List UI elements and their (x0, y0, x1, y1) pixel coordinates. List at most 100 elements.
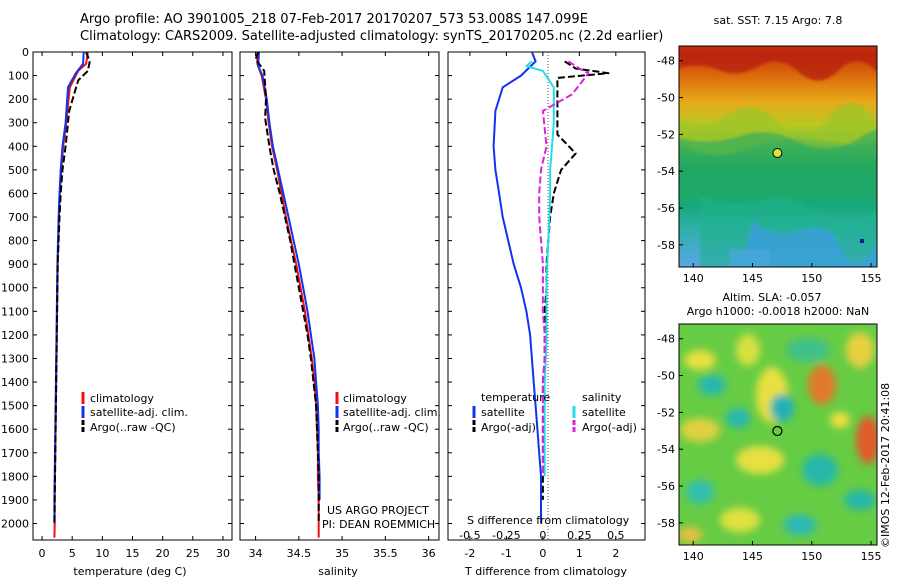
sla-map-axes: 140 145 150 155 -48 -50 -52 -54 -56 -58 (657, 333, 882, 563)
sst-map-axes: 140 145 150 155 -48 -50 -52 -54 -56 -58 (657, 55, 882, 285)
sla-map-frame (678, 323, 878, 546)
depth-tick-label: 1900 (1, 494, 29, 507)
s-difference-tick-label: 0.5 (607, 529, 625, 542)
x-tick-label: 34 (249, 547, 263, 560)
s-difference-tick-label: 0.25 (567, 529, 592, 542)
latitude-tick-label: -50 (657, 370, 675, 383)
depth-axis: 0 100 200 300 400 500 600 700 800 900 1000 1100 1200… (1, 46, 232, 530)
t-difference-label: T difference from climatology (464, 565, 627, 578)
s-difference-tick-label: -0.25 (492, 529, 520, 542)
depth-tick-label: 800 (8, 235, 29, 248)
argo-location-marker (772, 148, 783, 158)
depth-tick-label: 1200 (1, 329, 29, 342)
x-tick-label: 15 (126, 547, 140, 560)
sst-map-frame (678, 45, 878, 268)
latitude-tick-label: -54 (657, 443, 675, 456)
sst-map-panel: sat. SST: 7.15 Argo: 7.8 140 145 150 155 -48… (657, 14, 882, 285)
legend-label-climatology: climatology (90, 392, 154, 405)
salinity-legend: climatology satellite-adj. clim. Argo(..… (335, 392, 441, 434)
latitude-tick-label: -48 (657, 333, 675, 346)
depth-tick-label: 1500 (1, 400, 29, 413)
depth-tick-label: 200 (8, 93, 29, 106)
pi-annotation: PI: DEAN ROEMMICH (322, 518, 435, 531)
latitude-tick-label: -58 (657, 239, 675, 252)
temperature-axis-label: temperature (deg C) (73, 565, 186, 578)
x-tick-label: 5 (69, 547, 76, 560)
difference-legend: temperature satellite Argo(-adj) salinit… (472, 391, 637, 434)
latitude-tick-label: -54 (657, 165, 675, 178)
latitude-tick-label: -56 (657, 480, 675, 493)
s-difference-axis: -0.5 -0.25 0 0.25 0.5 (459, 529, 624, 542)
temperature-x-axis: 0 5 10 15 20 25 30 (39, 52, 230, 560)
imos-credit: ©IMOS 12-Feb-2017 20:41:08 (879, 383, 892, 548)
depth-tick-label: 100 (8, 70, 29, 83)
sla-map-title: Altim. SLA: -0.057 (722, 291, 821, 304)
difference-depth-ticks (448, 51, 645, 524)
salinity-depth-ticks (240, 51, 439, 524)
depth-tick-label: 700 (8, 211, 29, 224)
depth-tick-label: 900 (8, 258, 29, 271)
figure-title-line2: Climatology: CARS2009. Satellite-adjuste… (80, 29, 664, 44)
longitude-tick-label: 150 (801, 550, 822, 563)
series-line-satellite-adj-clim- (257, 51, 321, 500)
longitude-tick-label: 140 (683, 272, 704, 285)
s-difference-tick-label: 0 (539, 529, 546, 542)
depth-tick-label: 0 (22, 46, 29, 59)
latitude-tick-label: -50 (657, 92, 675, 105)
series-line-argo-adj- (538, 60, 590, 477)
depth-tick-label: 1300 (1, 352, 29, 365)
latitude-tick-label: -52 (657, 406, 675, 419)
latitude-tick-label: -52 (657, 128, 675, 141)
sst-map-title: sat. SST: 7.15 Argo: 7.8 (714, 14, 843, 27)
x-tick-label: 35 (335, 547, 349, 560)
temperature-axes-frame (32, 51, 233, 541)
difference-axes-frame (447, 51, 646, 541)
x-tick-label: 30 (216, 547, 230, 560)
figure-title-line1: Argo profile: AO 3901005_218 07-Feb-2017… (80, 12, 588, 27)
longitude-tick-label: 155 (861, 550, 882, 563)
series-line-satellite-adj-clim- (53, 51, 85, 524)
x-tick-label: 20 (156, 547, 170, 560)
x-tick-label: -2 (464, 547, 475, 560)
x-tick-label: 36 (422, 547, 436, 560)
depth-tick-label: 1100 (1, 305, 29, 318)
s-difference-label: S difference from climatology (467, 514, 630, 527)
legend-label-satellite: satellite-adj. clim. (343, 406, 441, 419)
x-tick-label: 25 (186, 547, 200, 560)
temperature-legend: climatology satellite-adj. clim. Argo(..… (81, 392, 188, 434)
depth-tick-label: 1600 (1, 423, 29, 436)
longitude-tick-label: 150 (801, 272, 822, 285)
longitude-tick-label: 140 (683, 550, 704, 563)
depth-tick-label: 400 (8, 140, 29, 153)
salinity-x-axis: 34 34.5 35 35.5 36 (249, 52, 436, 560)
x-tick-label: 35.5 (373, 547, 398, 560)
legend-label-s-satellite: satellite (582, 406, 626, 419)
legend-label-argo: Argo(..raw -QC) (343, 421, 429, 434)
series-line-argo-raw-qc- (254, 51, 320, 524)
depth-tick-label: 1400 (1, 376, 29, 389)
depth-tick-label: 1800 (1, 470, 29, 483)
x-tick-label: 0 (39, 547, 46, 560)
series-line-argo-raw-qc- (53, 51, 91, 524)
latitude-tick-label: -56 (657, 202, 675, 215)
x-tick-label: 2 (612, 547, 619, 560)
temperature-profiles (53, 51, 91, 538)
series-line-satellite (525, 60, 555, 477)
temperature-panel: 0100200300400500600700800900100011001200… (1, 46, 233, 578)
legend-label-climatology: climatology (343, 392, 407, 405)
longitude-tick-label: 145 (742, 550, 763, 563)
depth-tick-label: 1700 (1, 447, 29, 460)
sla-map-panel: Altim. SLA: -0.057 Argo h1000: -0.0018 h… (657, 291, 882, 563)
x-tick-label: 10 (95, 547, 109, 560)
x-tick-label: 0 (539, 547, 546, 560)
difference-panel: -2 -1 0 1 2 -0.5 -0.25 0 0.25 0.5 S difference f… (447, 51, 646, 578)
salinity-panel: 34 34.5 35 35.5 36 salinity climatology sate… (239, 51, 441, 578)
s-difference-tick-label: -0.5 (459, 529, 480, 542)
depth-tick-label: 300 (8, 117, 29, 130)
sst-field (679, 46, 877, 267)
depth-tick-label: 2000 (1, 517, 29, 530)
legend-temperature-heading: temperature (481, 391, 550, 404)
project-annotation: US ARGO PROJECT (327, 504, 429, 517)
latitude-tick-label: -48 (657, 55, 675, 68)
